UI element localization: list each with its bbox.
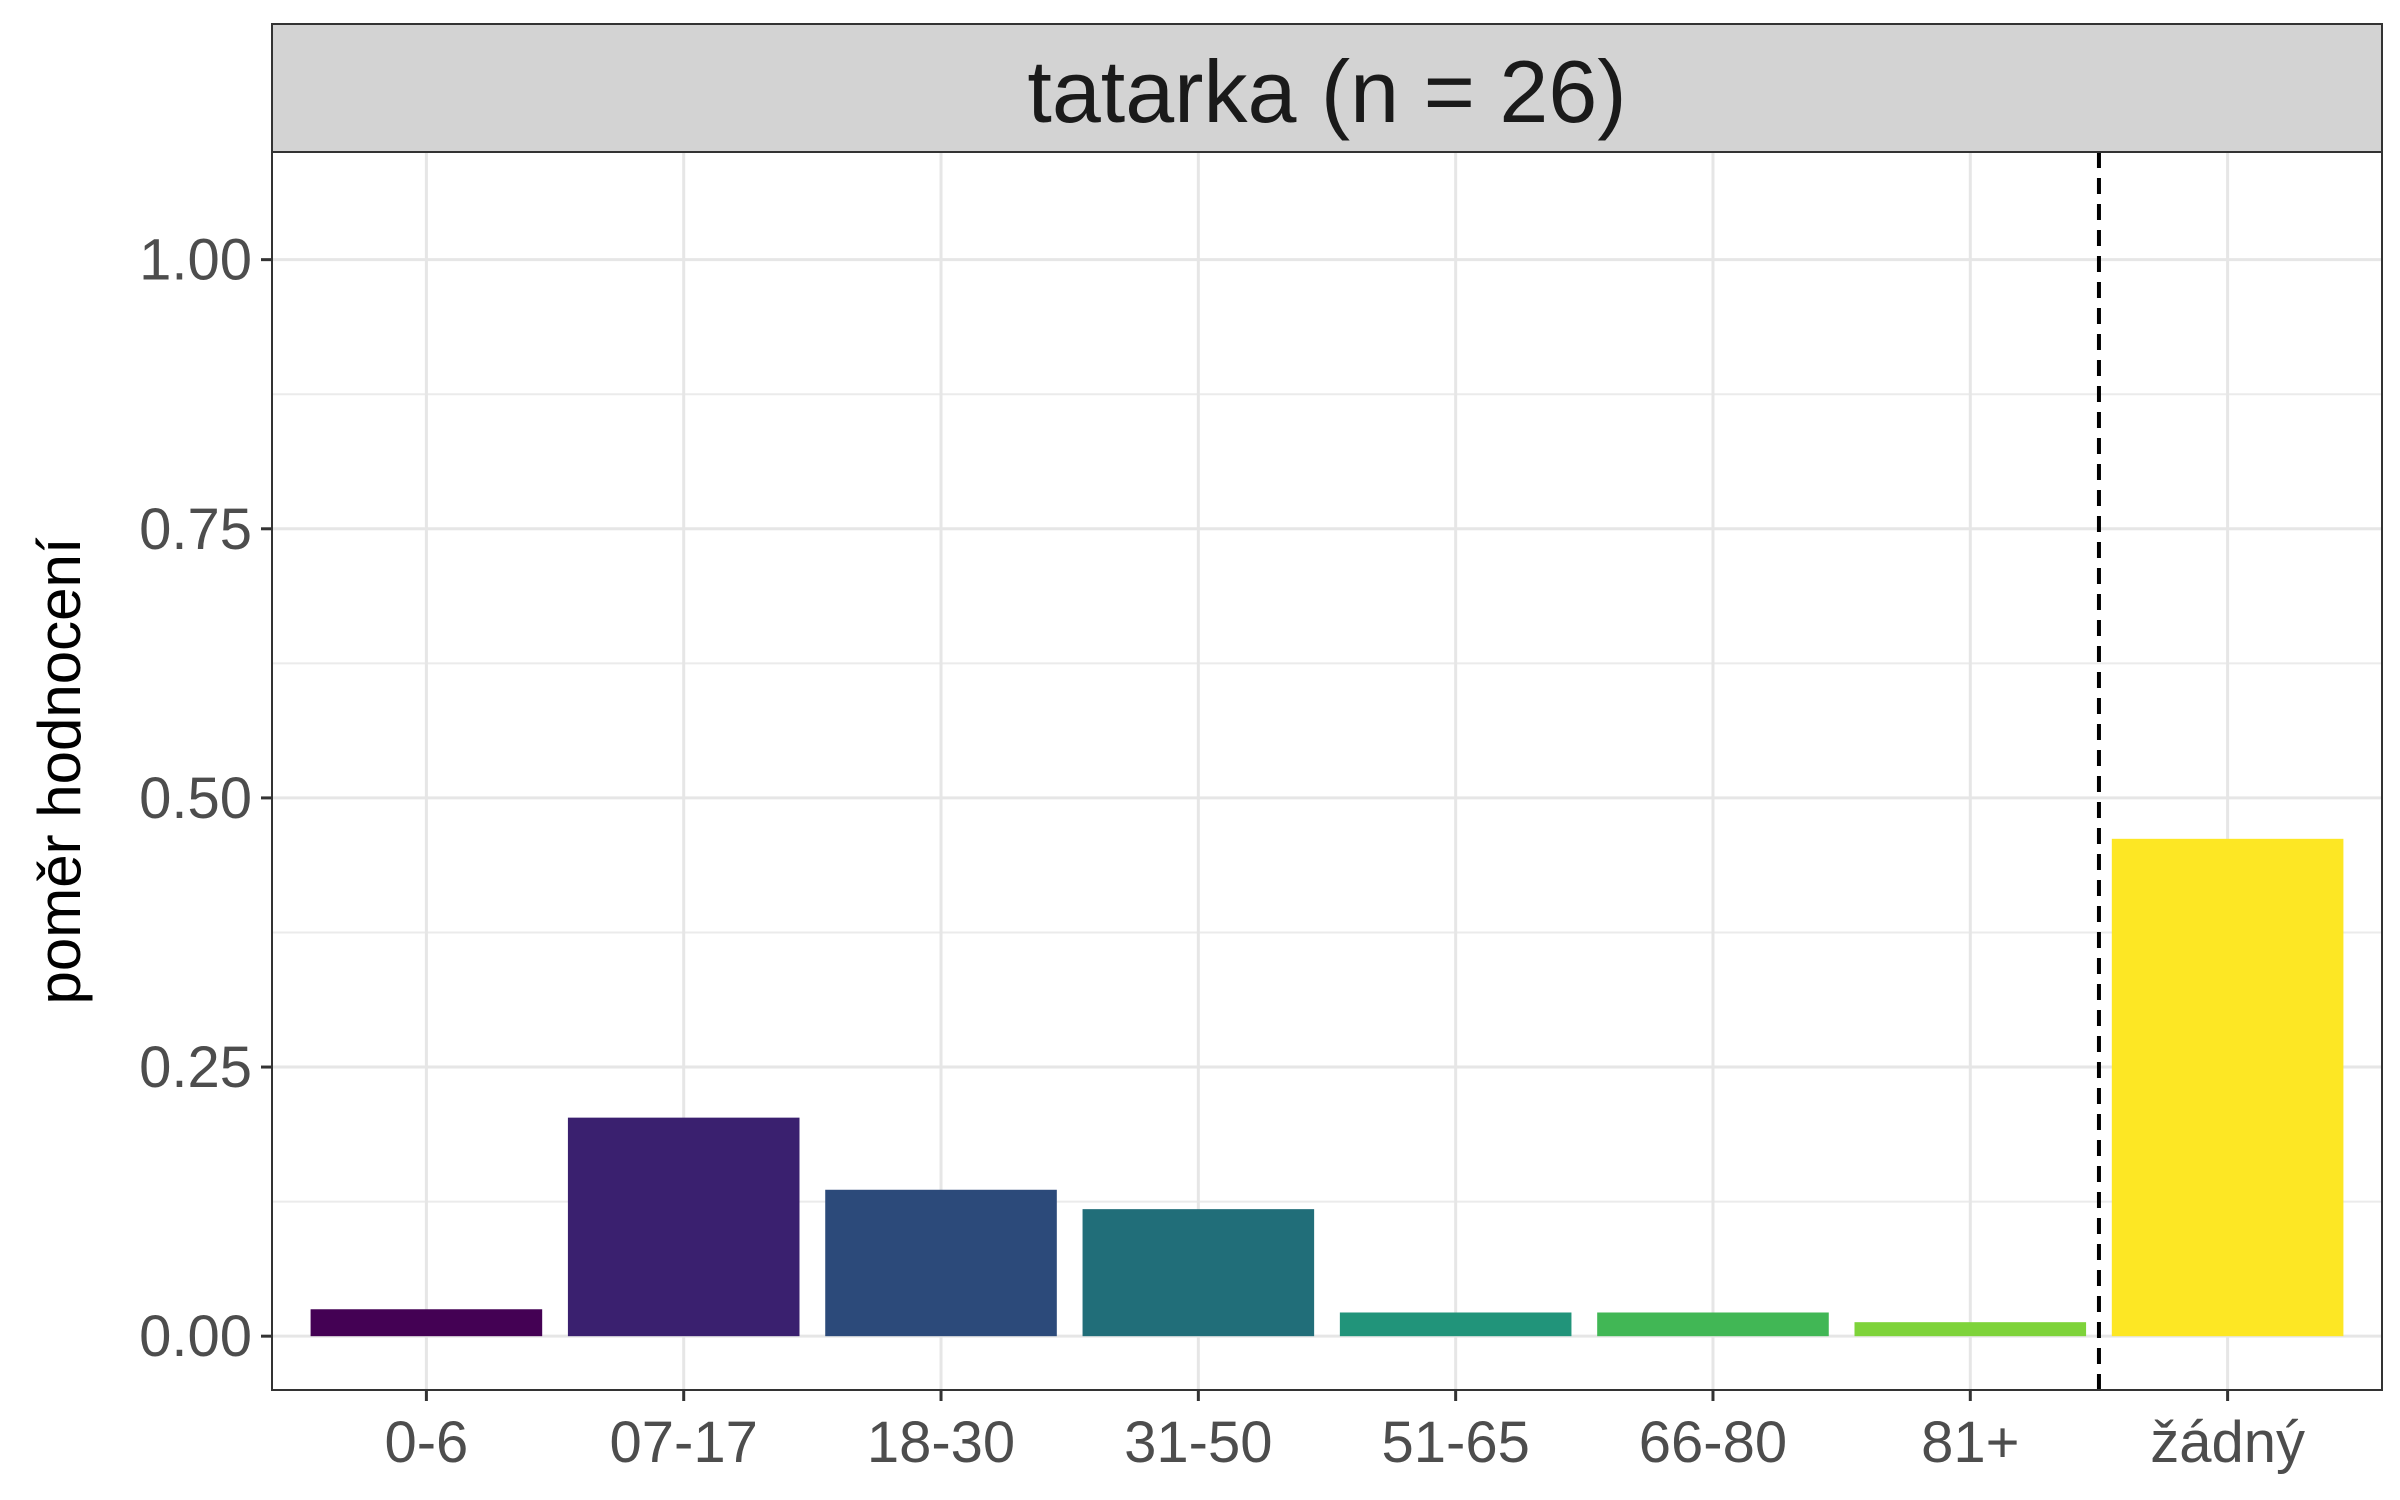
x-axis: 0-6 07-17 18-30 31-50 51-65 66-80 81+ žádný — [384, 1390, 2305, 1475]
y-tick-label: 1.00 — [139, 228, 252, 293]
x-tick-label: žádný — [2150, 1410, 2305, 1475]
plot-panel — [271, 151, 2383, 1391]
bar-3 — [825, 1189, 1057, 1337]
facet-strip: tatarka (n = 26) — [271, 23, 2383, 153]
y-tick-label: 0.25 — [139, 1035, 252, 1100]
x-tick-label: 66-80 — [1639, 1410, 1787, 1475]
panel-border — [271, 151, 2383, 1391]
bar-8 — [2111, 838, 2344, 1337]
bar-5 — [1339, 1312, 1572, 1337]
y-tick-label: 0.50 — [139, 766, 252, 831]
y-tick-label: 0.75 — [139, 497, 252, 562]
bars — [310, 838, 2344, 1337]
bar-2 — [567, 1117, 800, 1337]
bar-6 — [1597, 1312, 1829, 1337]
y-axis: 0.00 0.25 0.50 0.75 1.00 — [139, 228, 272, 1369]
x-tick-label: 81+ — [1921, 1410, 2019, 1475]
bar-1 — [310, 1309, 543, 1337]
y-tick-label: 0.00 — [139, 1304, 252, 1369]
major-gridlines — [272, 152, 2382, 1390]
facet-strip-background — [271, 23, 2383, 153]
x-tick-label: 0-6 — [384, 1410, 468, 1475]
minor-gridlines — [272, 393, 2382, 1203]
y-axis-title: poměr hodnocení — [26, 537, 93, 1004]
x-tick-label: 51-65 — [1381, 1410, 1529, 1475]
x-tick-label: 18-30 — [867, 1410, 1015, 1475]
facet-title: tatarka (n = 26) — [1027, 42, 1626, 141]
bar-4 — [1082, 1209, 1315, 1337]
bar-7 — [1854, 1322, 2087, 1337]
x-tick-label: 31-50 — [1124, 1410, 1272, 1475]
x-tick-label: 07-17 — [610, 1410, 758, 1475]
